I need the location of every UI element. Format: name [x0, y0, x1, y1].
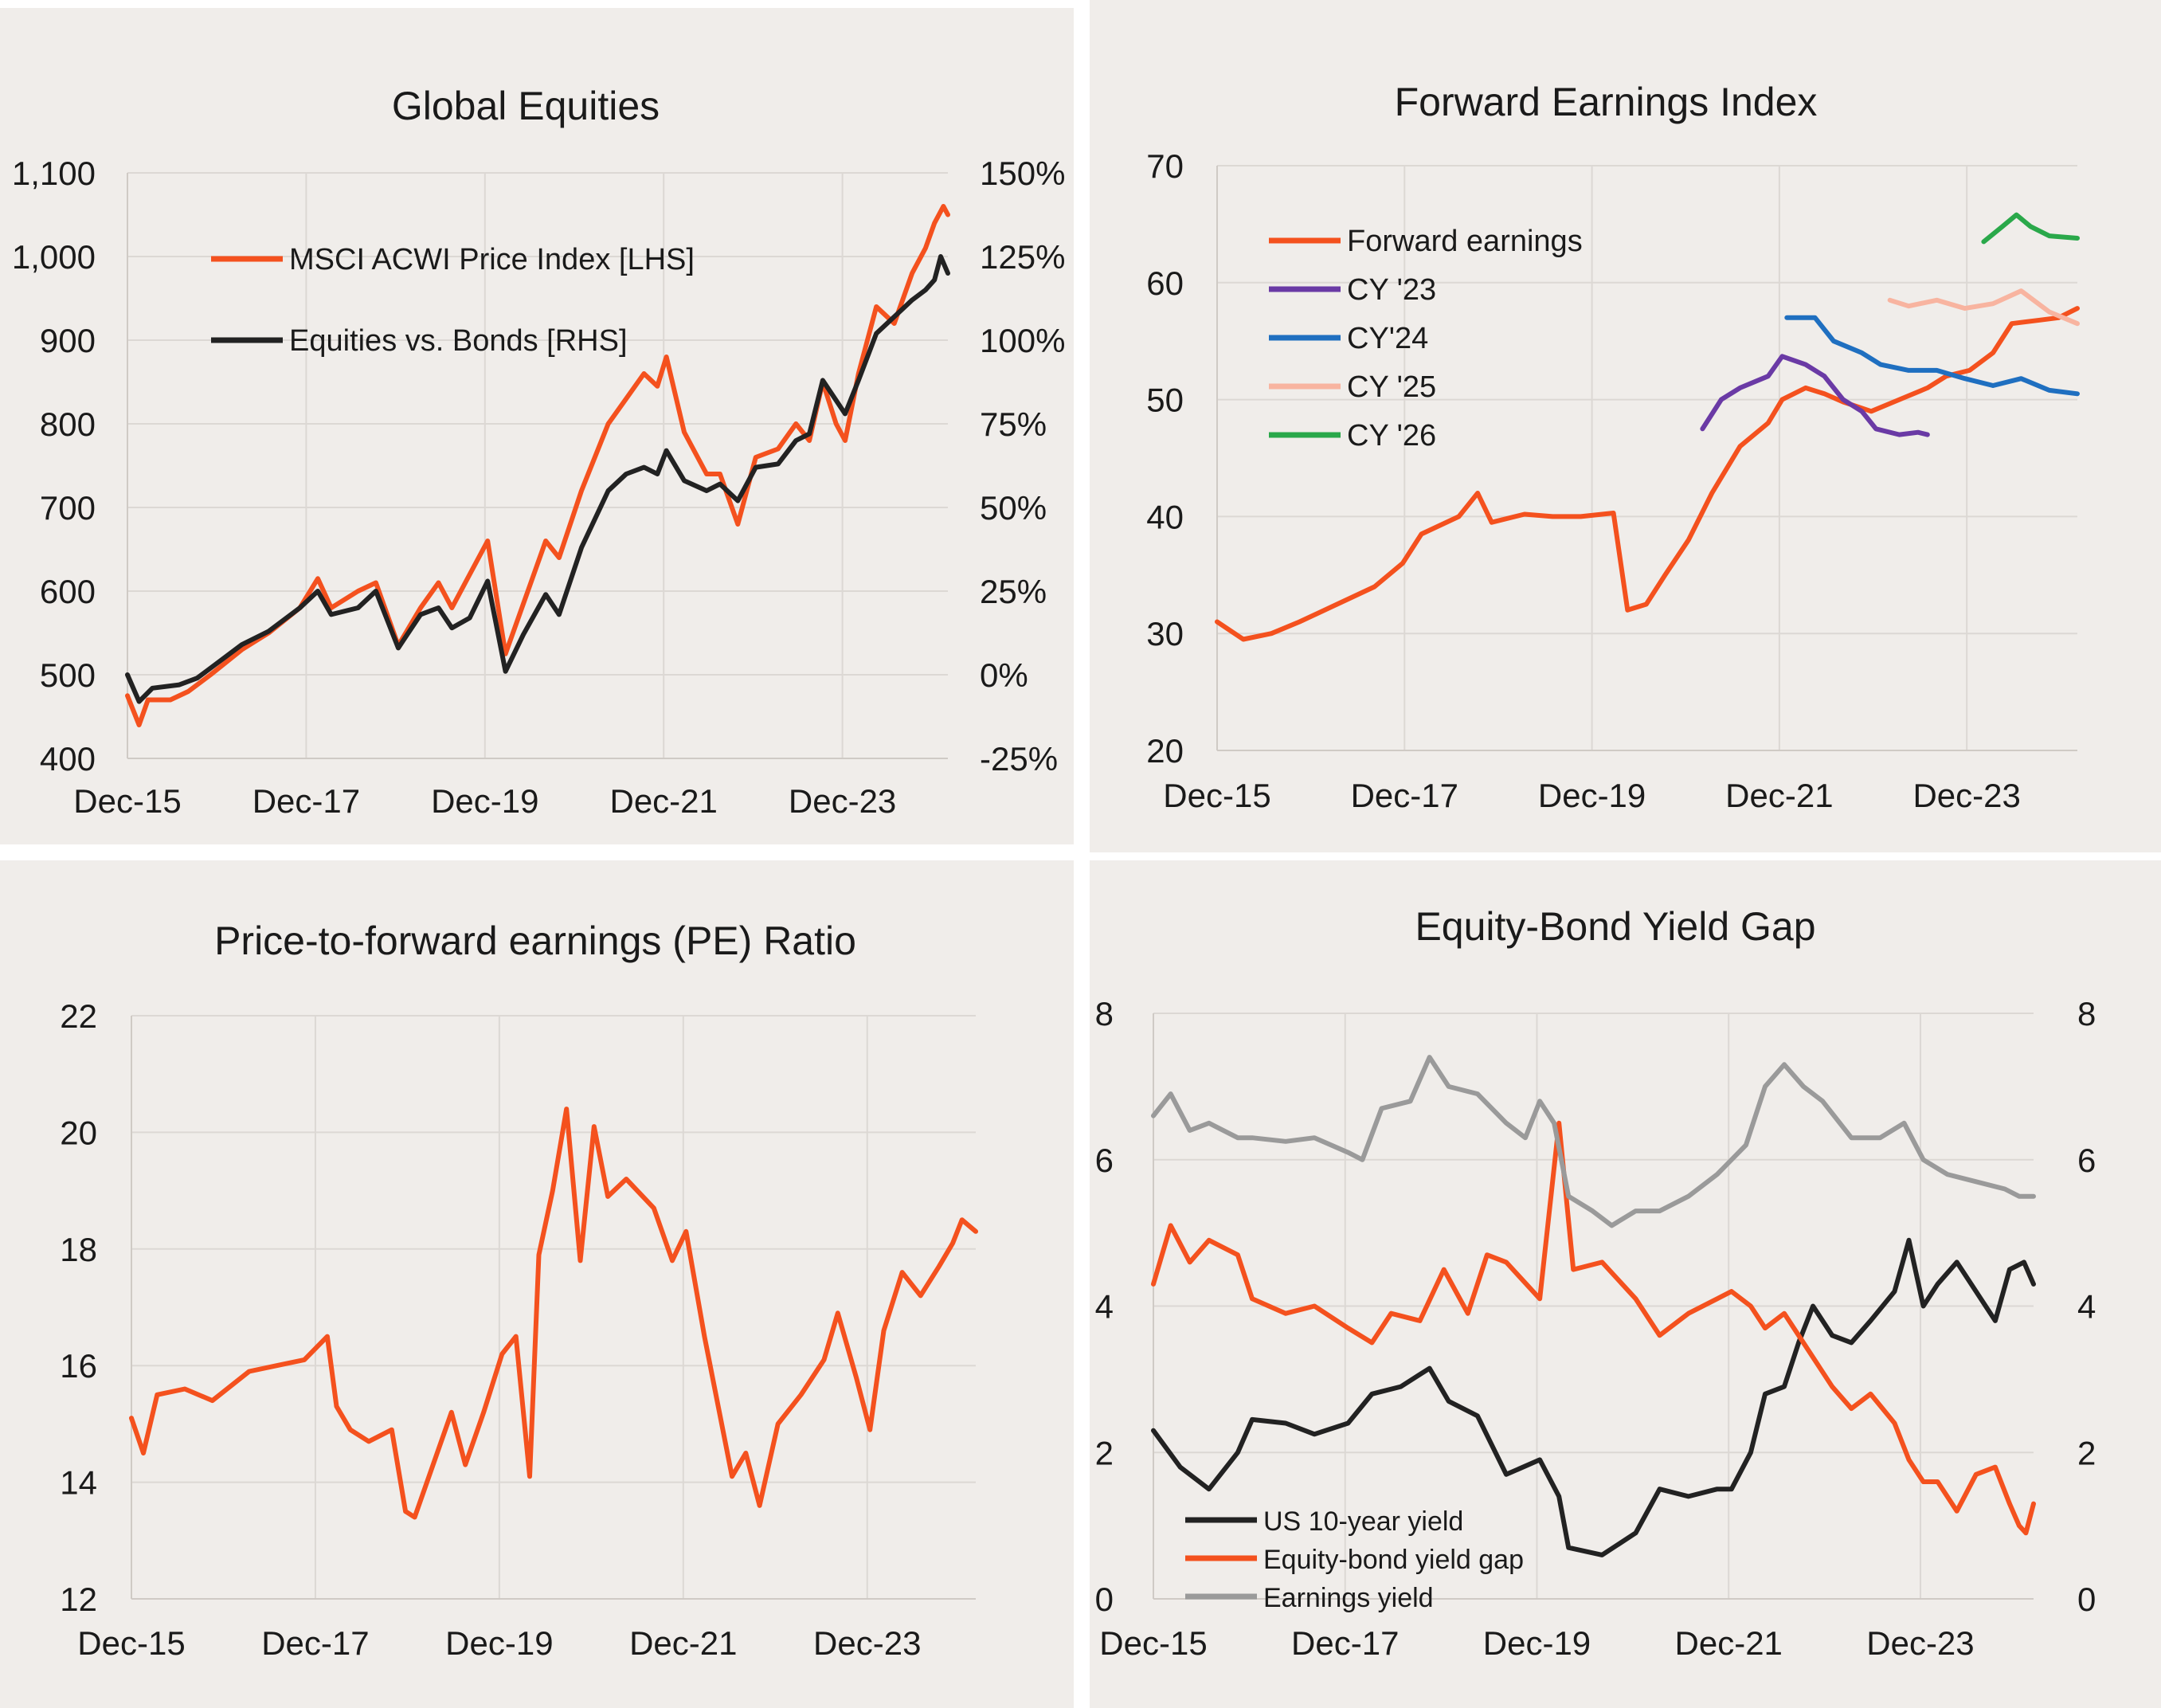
y-tick-label: 12	[60, 1581, 97, 1618]
x-tick-label: Dec-19	[445, 1624, 553, 1662]
y2-tick-label: 0	[2077, 1581, 2096, 1618]
legend-label: Earnings yield	[1263, 1583, 1434, 1613]
chart-title: Forward Earnings Index	[1395, 80, 1818, 124]
y-tick-label: 8	[1095, 995, 1114, 1032]
y2-tick-label: 0%	[980, 656, 1028, 694]
chart-title: Price-to-forward earnings (PE) Ratio	[214, 919, 856, 963]
x-tick-label: Dec-17	[1291, 1624, 1399, 1662]
y2-tick-label: 125%	[980, 238, 1065, 276]
chart-global-equities: Global Equities 400 500 600 700 800 900 1,000 1,…	[12, 84, 1066, 820]
legend-label: MSCI ACWI Price Index [LHS]	[289, 243, 695, 276]
y-tick-label: 22	[60, 997, 97, 1035]
series-line-0	[1215, 306, 2080, 642]
series-line-0	[1151, 1237, 2036, 1557]
legend-label: US 10-year yield	[1263, 1506, 1463, 1537]
series-line-4	[1981, 212, 2080, 245]
x-tick-label: Dec-19	[431, 782, 538, 820]
x-tick-label: Dec-17	[261, 1624, 369, 1662]
legend-label: Equities vs. Bonds [RHS]	[289, 324, 628, 358]
chart-title: Global Equities	[392, 84, 660, 128]
series-line-1	[1700, 354, 1930, 437]
y-tick-label: 50	[1146, 382, 1184, 419]
x-tick-label: Dec-15	[77, 1624, 185, 1662]
y-tick-label: 6	[1095, 1142, 1114, 1179]
x-tick-label: Dec-21	[609, 782, 717, 820]
y-tick-label: 0	[1095, 1581, 1114, 1618]
chart-pe-ratio: Price-to-forward earnings (PE) Ratio 12 14…	[60, 919, 978, 1662]
y-tick-label: 2	[1095, 1434, 1114, 1471]
legend-label: CY '23	[1347, 273, 1436, 307]
y-tick-label: 500	[40, 656, 96, 694]
y-tick-label: 600	[40, 573, 96, 610]
y-tick-label: 1,100	[12, 155, 96, 192]
y-tick-label: 40	[1146, 498, 1184, 535]
x-tick-label: Dec-19	[1483, 1624, 1591, 1662]
series-line-1	[125, 254, 950, 704]
y-tick-label: 1,000	[12, 238, 96, 276]
y2-tick-label: 4	[2077, 1288, 2096, 1326]
x-tick-label: Dec-17	[253, 782, 360, 820]
chart-forward-earnings: Forward Earnings Index 20 30 40 50 60 70 Dec-15…	[1146, 80, 2080, 814]
y-tick-label: 70	[1146, 147, 1184, 185]
y-tick-label: 16	[60, 1347, 97, 1385]
y2-tick-label: 150%	[980, 155, 1065, 192]
x-tick-label: Dec-21	[1725, 777, 1833, 814]
series-line-0	[125, 204, 950, 727]
y-tick-label: 18	[60, 1231, 97, 1268]
x-tick-label: Dec-19	[1538, 777, 1646, 814]
chart-title: Equity-Bond Yield Gap	[1415, 904, 1815, 949]
y-tick-label: 400	[40, 740, 96, 778]
y2-tick-label: 2	[2077, 1434, 2096, 1471]
panel-yield-gap: Equity-Bond Yield Gap 0 2 4 6 8 0 2 4 6 8 Dec-15 Dec…	[1090, 860, 2161, 1708]
legend-label: CY '26	[1347, 419, 1436, 452]
y-tick-label: 60	[1146, 264, 1184, 302]
x-tick-label: Dec-23	[1866, 1624, 1974, 1662]
x-tick-label: Dec-17	[1351, 777, 1458, 814]
x-tick-label: Dec-15	[1099, 1624, 1207, 1662]
y2-tick-label: 75%	[980, 405, 1047, 443]
legend-label: CY'24	[1347, 322, 1428, 355]
y2-tick-label: 100%	[980, 322, 1065, 359]
chart-equity-bond-yield-gap: Equity-Bond Yield Gap 0 2 4 6 8 0 2 4 6 8 Dec-15 Dec…	[1095, 904, 2096, 1662]
x-tick-label: Dec-23	[789, 782, 896, 820]
legend-label: Forward earnings	[1347, 225, 1583, 258]
y2-tick-label: 50%	[980, 489, 1047, 527]
legend-label: CY '25	[1347, 370, 1436, 404]
y2-tick-label: 6	[2077, 1142, 2096, 1179]
legend-label: Equity-bond yield gap	[1263, 1545, 1524, 1575]
y-tick-label: 30	[1146, 615, 1184, 652]
series-line-3	[1887, 288, 2080, 327]
y-tick-label: 14	[60, 1464, 97, 1502]
x-tick-label: Dec-15	[1163, 777, 1270, 814]
series-line-0	[129, 1107, 978, 1520]
series-line-2	[1784, 315, 2080, 397]
x-tick-label: Dec-15	[73, 782, 181, 820]
x-tick-label: Dec-21	[629, 1624, 737, 1662]
panel-pe-ratio: Price-to-forward earnings (PE) Ratio 12 14…	[0, 860, 1074, 1708]
y2-tick-label: -25%	[980, 740, 1058, 778]
y-tick-label: 4	[1095, 1288, 1114, 1326]
y-tick-label: 900	[40, 322, 96, 359]
x-tick-label: Dec-23	[813, 1624, 921, 1662]
y-tick-label: 800	[40, 405, 96, 443]
y-tick-label: 20	[60, 1114, 97, 1151]
panel-forward-earnings: Forward Earnings Index 20 30 40 50 60 70 Dec-15…	[1090, 0, 2161, 852]
x-tick-label: Dec-21	[1675, 1624, 1783, 1662]
x-tick-label: Dec-23	[1912, 777, 2020, 814]
y-tick-label: 20	[1146, 732, 1184, 770]
y2-tick-label: 8	[2077, 995, 2096, 1032]
y2-tick-label: 25%	[980, 573, 1047, 610]
series-line-1	[1151, 1120, 2036, 1536]
y-tick-label: 700	[40, 489, 96, 527]
series-line-2	[1151, 1055, 2036, 1228]
panel-global-equities: Global Equities 400 500 600 700 800 900 1,000 1,…	[0, 8, 1074, 844]
